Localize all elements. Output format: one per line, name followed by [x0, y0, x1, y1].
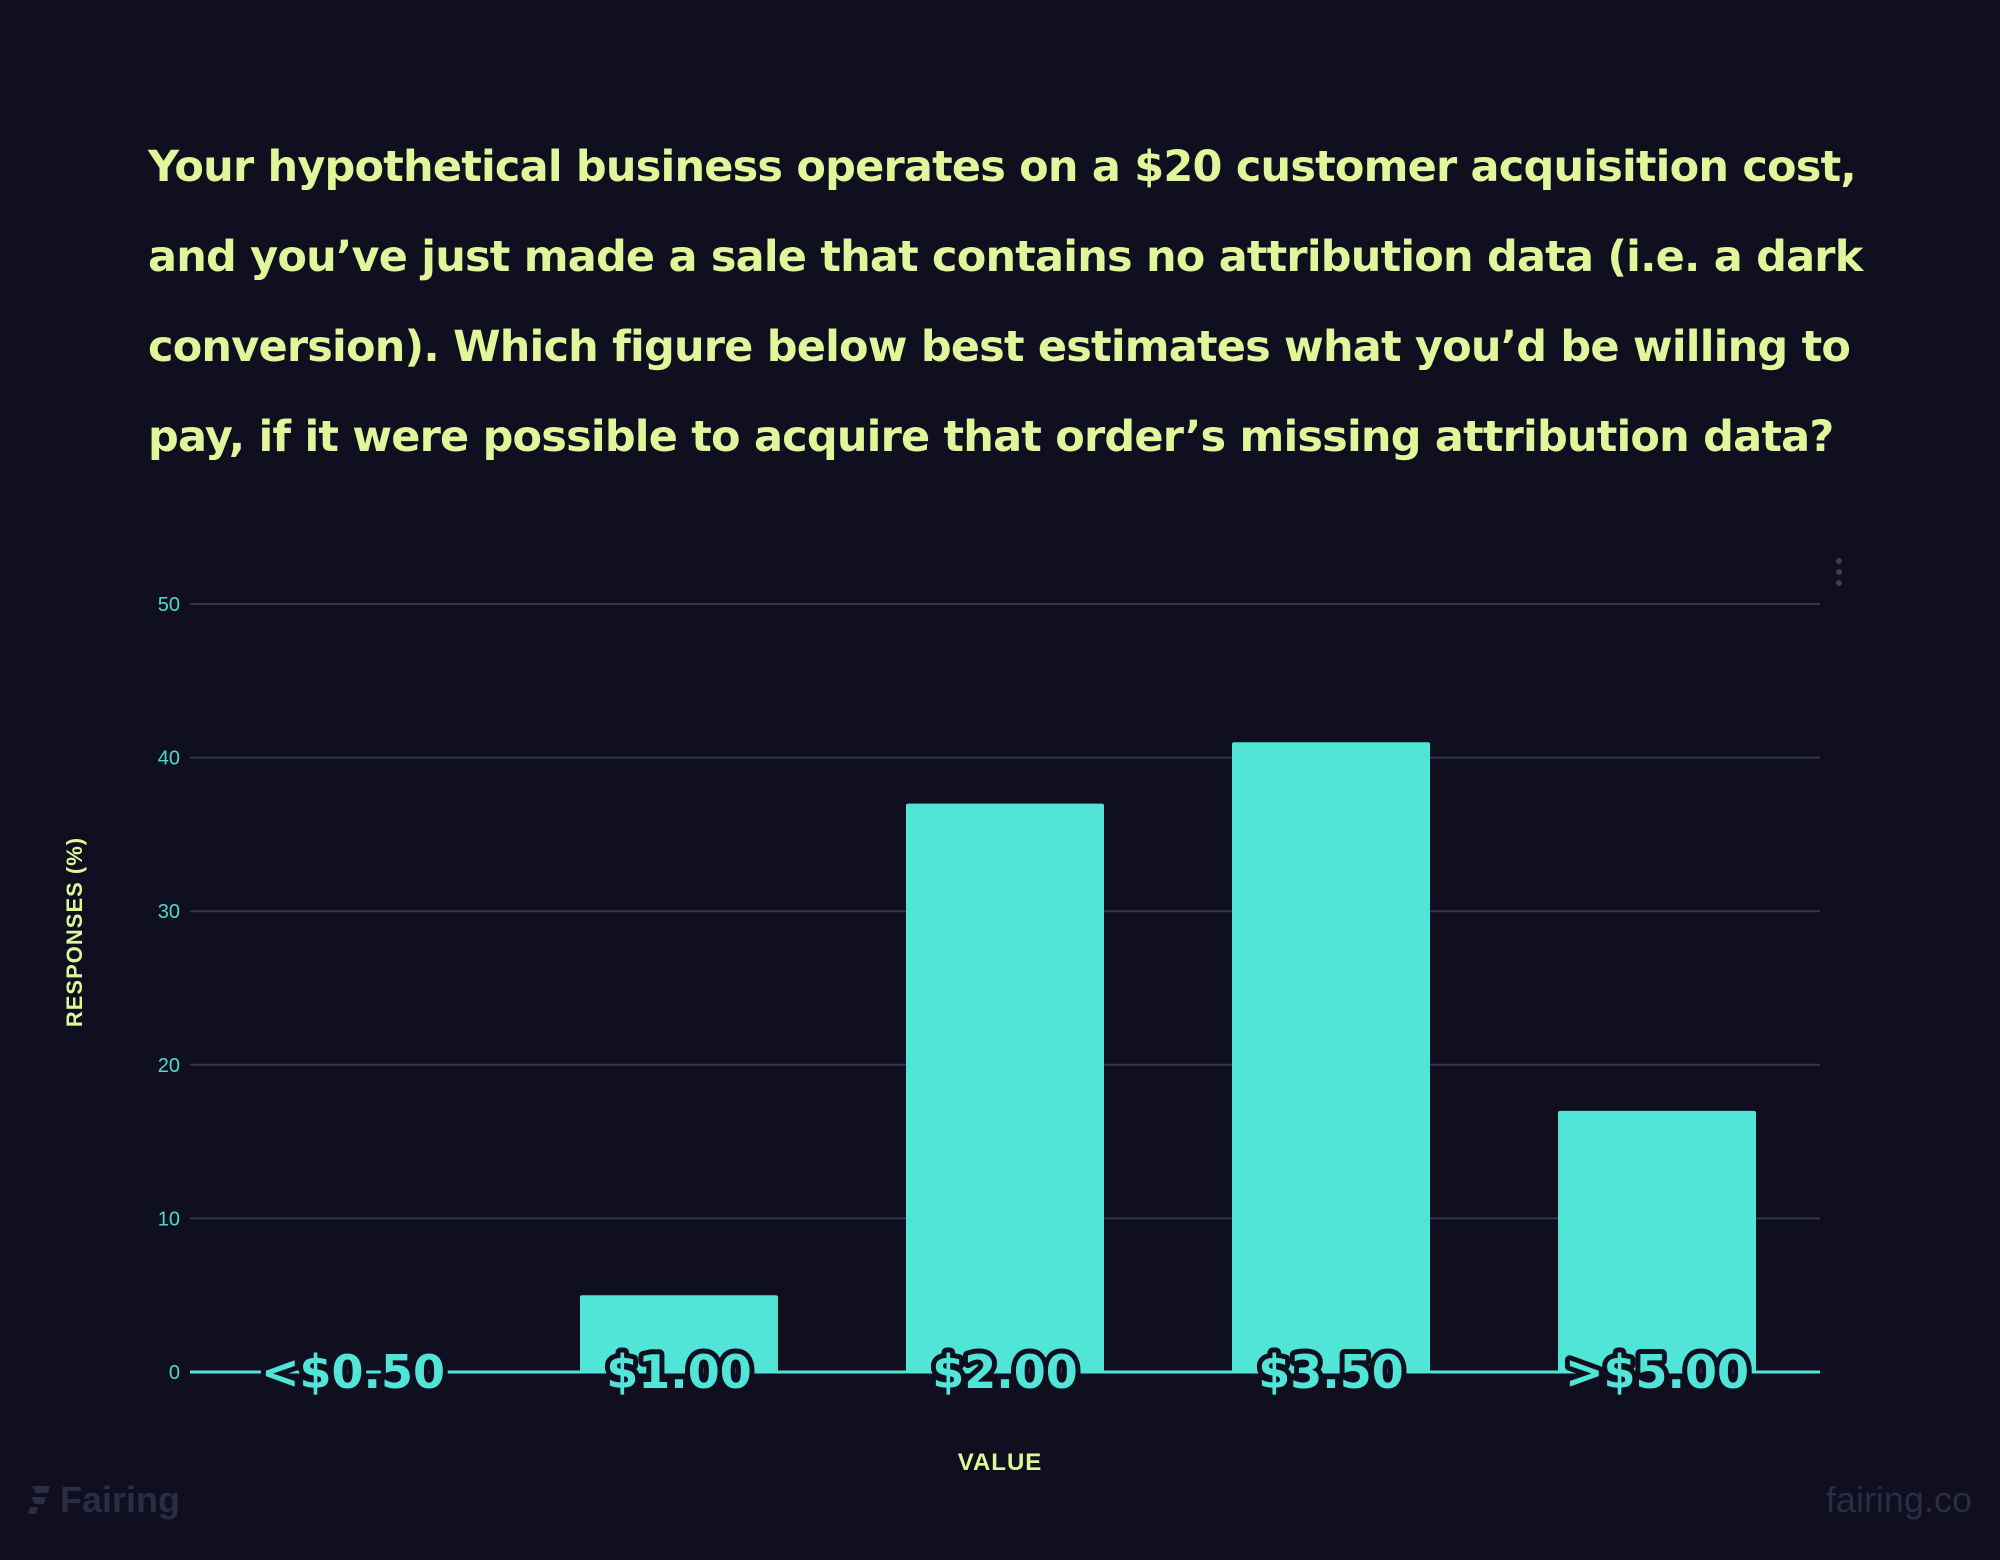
- y-tick-label: 0: [169, 1362, 180, 1384]
- bar[interactable]: [580, 1295, 778, 1372]
- y-tick-label: 20: [158, 1055, 180, 1077]
- x-tick-label: >$5.00: [1565, 1345, 1749, 1399]
- y-tick-label: 30: [158, 901, 180, 923]
- x-tick-label: $2.00: [932, 1345, 1078, 1399]
- bars: [580, 742, 1756, 1372]
- x-axis-label: VALUE: [958, 1449, 1043, 1476]
- fairing-logo-icon: [28, 1486, 50, 1514]
- y-tick-label: 50: [158, 594, 180, 616]
- bar[interactable]: [1558, 1110, 1756, 1372]
- y-tick-label: 10: [158, 1208, 180, 1230]
- x-tick-label: <$0.50: [261, 1345, 445, 1399]
- fairing-logo: Fairing: [28, 1478, 180, 1522]
- chart-question: Your hypothetical business operates on a…: [148, 142, 1863, 462]
- y-axis-ticks: 0 10 20 30 40 50: [158, 594, 180, 1384]
- x-axis-category-labels: <$0.50 $1.00 $2.00 $3.50 >$5.00: [256, 1340, 1754, 1404]
- bar[interactable]: [1232, 742, 1430, 1372]
- bar[interactable]: [906, 803, 1104, 1372]
- site-watermark: fairing.co: [1825, 1479, 1972, 1520]
- y-tick-label: 40: [158, 748, 180, 770]
- logo-text: Fairing: [60, 1479, 181, 1520]
- x-tick-label: $1.00: [606, 1345, 752, 1399]
- y-axis-label: RESPONSES (%): [62, 837, 87, 1027]
- more-options-icon[interactable]: [1832, 558, 1846, 594]
- x-tick-label: $3.50: [1258, 1345, 1404, 1399]
